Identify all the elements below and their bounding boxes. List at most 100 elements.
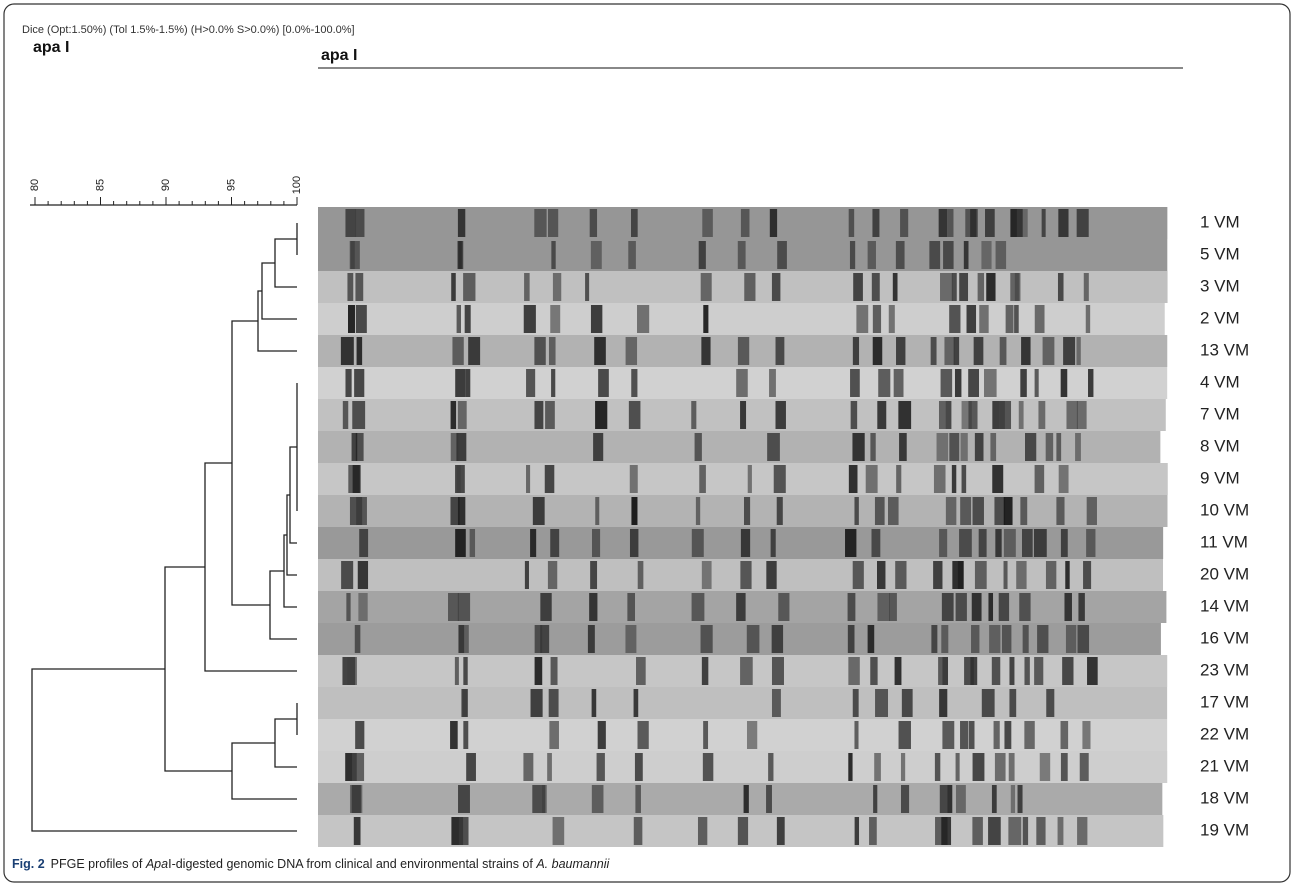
gel-band	[856, 305, 869, 333]
gel-band	[356, 337, 363, 365]
gel-band	[547, 753, 552, 781]
gel-band	[465, 369, 471, 397]
gel-band	[775, 401, 786, 429]
gel-lane	[318, 751, 1168, 783]
gel-band	[1033, 529, 1047, 557]
gel-band	[941, 593, 954, 621]
gel-band	[900, 209, 909, 237]
gel-band	[699, 465, 706, 493]
gel-band	[635, 785, 641, 813]
gel-band	[1057, 817, 1064, 845]
strain-label: 10 VM	[1200, 500, 1249, 519]
gel-band	[949, 305, 961, 333]
gel-band	[898, 401, 912, 429]
gel-band	[942, 721, 955, 749]
gel-band	[347, 273, 354, 301]
gel-band	[854, 817, 860, 845]
gel-band	[974, 433, 984, 461]
gel-band	[451, 817, 464, 845]
gel-band	[457, 209, 466, 237]
gel-band	[957, 561, 964, 589]
gel-band	[960, 497, 972, 525]
gel-band	[852, 689, 859, 717]
gel-band	[959, 273, 969, 301]
gel-band	[1088, 369, 1094, 397]
gel-band	[966, 305, 977, 333]
gel-band	[1076, 209, 1089, 237]
gel-band	[971, 625, 980, 653]
gel-band	[874, 497, 885, 525]
gel-band	[457, 241, 462, 269]
gel-band	[352, 401, 366, 429]
gel-band	[595, 497, 600, 525]
gel-band	[702, 753, 714, 781]
gel-band	[877, 401, 887, 429]
gel-band	[595, 401, 608, 429]
gel-band	[854, 497, 859, 525]
gel-band	[1086, 529, 1096, 557]
gel-band	[631, 497, 638, 525]
gel-lane	[318, 495, 1168, 527]
gel-band	[1060, 753, 1068, 781]
gel-band	[701, 337, 711, 365]
gel-band	[530, 529, 537, 557]
gel-band	[1057, 273, 1064, 301]
gel-band	[450, 433, 459, 461]
gel-band	[523, 753, 534, 781]
gel-band	[951, 273, 957, 301]
strain-label: 3 VM	[1200, 276, 1240, 295]
gel-band	[1014, 273, 1019, 301]
gel-band	[992, 465, 1004, 493]
gel-band	[1037, 625, 1049, 653]
gel-band	[994, 753, 1006, 781]
gel-band	[355, 305, 367, 333]
gel-band	[767, 433, 780, 461]
gel-image	[318, 207, 1168, 847]
gel-band	[848, 753, 853, 781]
gel-band	[1009, 657, 1015, 685]
gel-band	[744, 273, 756, 301]
gel-band	[547, 561, 558, 589]
gel-band	[352, 753, 365, 781]
gel-band	[899, 433, 907, 461]
gel-band	[871, 273, 880, 301]
gel-band	[746, 721, 758, 749]
strain-label: 5 VM	[1200, 244, 1240, 263]
gel-band	[931, 625, 938, 653]
gel-band	[984, 369, 997, 397]
gel-band	[1034, 657, 1044, 685]
gel-band	[585, 273, 590, 301]
gel-band	[971, 593, 982, 621]
gel-band	[1034, 465, 1045, 493]
gel-band	[853, 273, 863, 301]
gel-band	[737, 241, 746, 269]
gel-band	[346, 593, 351, 621]
gel-band	[972, 753, 985, 781]
gel-band	[766, 785, 772, 813]
gel-band	[973, 337, 984, 365]
gel-band	[450, 497, 460, 525]
gel-band	[894, 657, 902, 685]
gel-band	[1060, 369, 1068, 397]
gel-band	[458, 625, 469, 653]
gel-band	[944, 337, 955, 365]
gel-band	[773, 465, 786, 493]
gel-band	[1046, 689, 1055, 717]
strain-label: 1 VM	[1200, 212, 1240, 231]
gel-band	[873, 785, 878, 813]
gel-band	[1058, 209, 1069, 237]
gel-band	[1060, 721, 1069, 749]
gel-band	[348, 305, 355, 333]
gel-title: apa I	[321, 47, 357, 64]
gel-band	[468, 337, 481, 365]
gel-band	[552, 817, 565, 845]
gel-band	[524, 273, 530, 301]
gel-band	[888, 497, 899, 525]
gel-band	[345, 753, 357, 781]
gel-band	[625, 625, 637, 653]
gel-band	[458, 785, 470, 813]
gel-band	[552, 273, 562, 301]
gel-band	[1034, 305, 1045, 333]
